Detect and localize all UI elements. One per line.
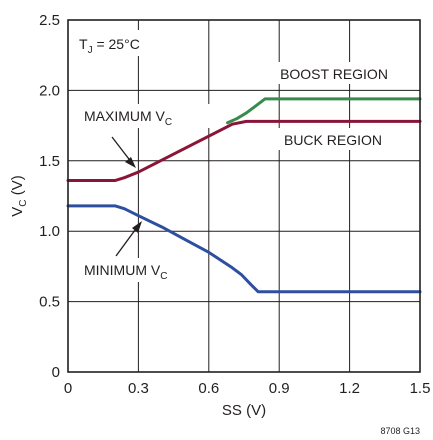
annotation-boost-text: BOOST REGION: [280, 66, 388, 82]
x-tick-label: 1.5: [410, 380, 431, 397]
x-tick-label: 1.2: [339, 380, 360, 397]
annotation-buck-text: BUCK REGION: [284, 132, 382, 148]
y-axis-title-sub: C: [18, 199, 29, 206]
arrow-minvc-head: [132, 221, 142, 233]
annotation-boost-background: [272, 62, 394, 84]
y-tick-label: 2.5: [39, 12, 60, 29]
series-line-maximum: [66, 119, 422, 183]
series-layer: [66, 97, 422, 294]
annotation-minvc-text: MINIMUM VC: [84, 262, 167, 282]
x-tick-label: 0.6: [198, 380, 219, 397]
series-line-boost: [226, 97, 422, 125]
annotation-maxvc-background: [80, 104, 212, 128]
y-tick-label: 1.5: [39, 153, 60, 170]
arrow-minvc-shaft: [115, 225, 139, 257]
y-tick-label: 0: [52, 364, 60, 381]
annotation-buck-background: [277, 128, 389, 150]
annotation-maximum-vc: MAXIMUM VC: [80, 104, 212, 168]
annotation-maxvc-text: MAXIMUM VC: [84, 108, 172, 128]
y-tick-label: 2.0: [39, 82, 60, 99]
y-tick-label: 0.5: [39, 294, 60, 311]
annotation-minimum-vc: MINIMUM VC: [80, 221, 200, 282]
y-axis-title-main: V: [9, 207, 26, 217]
annotation-tj: TJ = 25°C: [79, 36, 140, 56]
figure-id: 8708 G13: [380, 426, 420, 436]
y-tick-label: 1.0: [39, 223, 60, 240]
arrow-maxvc-head: [125, 157, 136, 168]
series-line-minimum: [66, 204, 422, 294]
arrow-maxvc-shaft: [111, 136, 133, 164]
annotation-tj-label: TJ = 25°C: [74, 30, 154, 56]
plot-frame: [67, 19, 421, 373]
annotation-buck-region: BUCK REGION: [277, 128, 389, 150]
annotation-boost-region: BOOST REGION: [272, 62, 394, 84]
x-tick-label: 0.9: [269, 380, 290, 397]
annotation-tj-background: [74, 30, 154, 56]
y-axis-title: VC (V): [9, 175, 29, 216]
x-axis-title: SS (V): [222, 402, 266, 419]
y-axis-title-unit: (V): [9, 175, 26, 199]
x-tick-label: 0.3: [128, 380, 149, 397]
annotation-minvc-background: [80, 258, 200, 282]
tick-labels: 0 0.3 0.6 0.9 1.2 1.5 0 0.5 1.0 1.5 2.0 2.5: [39, 12, 430, 397]
x-tick-label: 0: [64, 380, 72, 397]
